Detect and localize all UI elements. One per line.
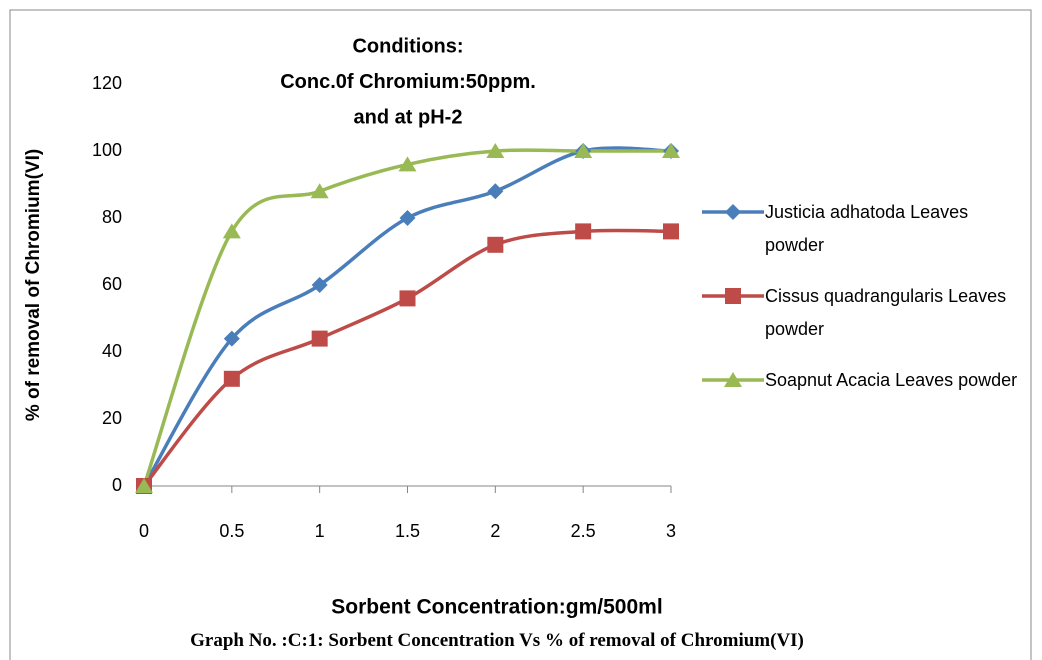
marker — [575, 223, 592, 240]
caption: Graph No. :C:1: Sorbent Concentration Vs… — [190, 630, 804, 651]
y-tick-label: 120 — [92, 73, 122, 93]
marker — [222, 223, 241, 239]
marker — [486, 143, 505, 158]
marker — [487, 236, 504, 253]
marker — [399, 210, 416, 226]
marker — [135, 478, 153, 493]
marker — [399, 290, 416, 307]
series-line — [142, 228, 672, 488]
y-tick-label: 60 — [102, 274, 122, 294]
y-tick-label: 80 — [102, 207, 122, 227]
x-tick-label: 2.5 — [571, 521, 596, 541]
marker — [398, 156, 417, 172]
y-tick-label: 40 — [102, 341, 122, 361]
marker — [310, 183, 329, 199]
series-line — [142, 146, 672, 487]
chart-frame — [9, 9, 1032, 660]
x-tick-label: 0 — [139, 521, 149, 541]
marker — [311, 330, 328, 347]
marker — [663, 223, 679, 240]
legend-label: Cissus quadrangularis Leaves powder — [765, 286, 1007, 339]
y-tick-label: 20 — [102, 408, 122, 428]
legend-marker — [725, 288, 741, 304]
y-axis-label: % of removal of Chromium(VI) — [23, 149, 44, 421]
y-tick-label: 100 — [92, 140, 122, 160]
marker — [574, 143, 593, 158]
x-axis-label: Sorbent Concentration:gm/500ml — [331, 596, 662, 619]
chart-title: and at pH-2 — [354, 106, 463, 128]
x-tick-label: 0.5 — [219, 521, 244, 541]
legend-marker — [724, 372, 742, 387]
chart-title: Conditions: — [352, 35, 463, 57]
legend-marker — [725, 204, 741, 220]
y-tick-label: 0 — [112, 475, 122, 495]
chart-title: Conc.0f Chromium:50ppm. — [280, 71, 536, 93]
x-tick-label: 3 — [666, 521, 676, 541]
marker — [311, 277, 328, 293]
marker — [223, 330, 240, 347]
x-tick-label: 1 — [315, 521, 325, 541]
x-tick-label: 2 — [490, 521, 500, 541]
series-line — [142, 148, 671, 487]
legend-label: Soapnut Acacia Leaves powder — [765, 370, 1018, 390]
legend-label: Justicia adhatoda Leaves powder — [765, 202, 969, 255]
marker — [662, 143, 680, 158]
marker — [223, 370, 240, 387]
marker — [487, 183, 504, 200]
x-tick-label: 1.5 — [395, 521, 420, 541]
